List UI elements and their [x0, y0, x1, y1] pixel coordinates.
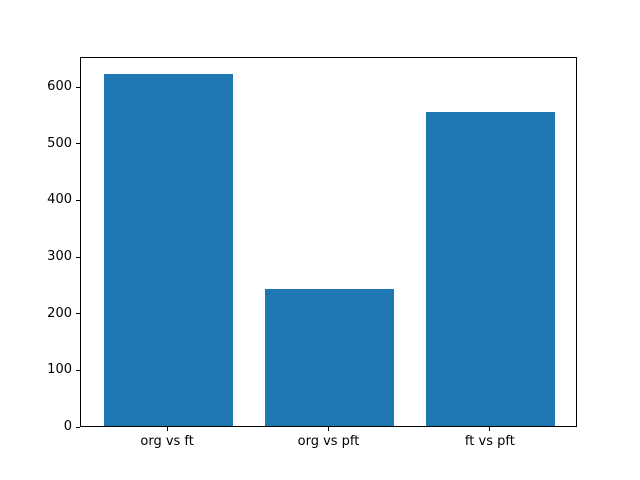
y-tick-label: 100: [47, 362, 72, 378]
y-tick-label: 300: [47, 249, 72, 264]
plot-area: [80, 57, 577, 427]
bar-org-vs-pft: [264, 288, 395, 426]
y-tick-mark: [76, 426, 80, 428]
y-tick-label: 400: [47, 192, 72, 208]
y-tick-label: 600: [47, 79, 72, 95]
bar-org-vs-ft: [103, 73, 233, 426]
x-tick-label: org vs pft: [297, 434, 360, 449]
y-tick-mark: [76, 256, 80, 258]
y-tick-mark: [76, 143, 80, 145]
y-tick-mark: [76, 313, 80, 315]
x-tick-label: org vs ft: [140, 434, 194, 449]
y-tick-label: 200: [47, 305, 72, 321]
x-tick-mark: [166, 427, 168, 431]
y-tick-mark: [76, 86, 80, 88]
y-tick-label: 0: [63, 419, 72, 434]
y-tick-mark: [76, 199, 80, 201]
x-tick-mark: [489, 427, 491, 431]
bar-ft-vs-pft: [426, 112, 556, 426]
y-tick-mark: [76, 369, 80, 371]
x-tick-mark: [328, 427, 329, 431]
y-tick-label: 500: [47, 135, 72, 151]
x-tick-label: ft vs pft: [464, 434, 515, 449]
